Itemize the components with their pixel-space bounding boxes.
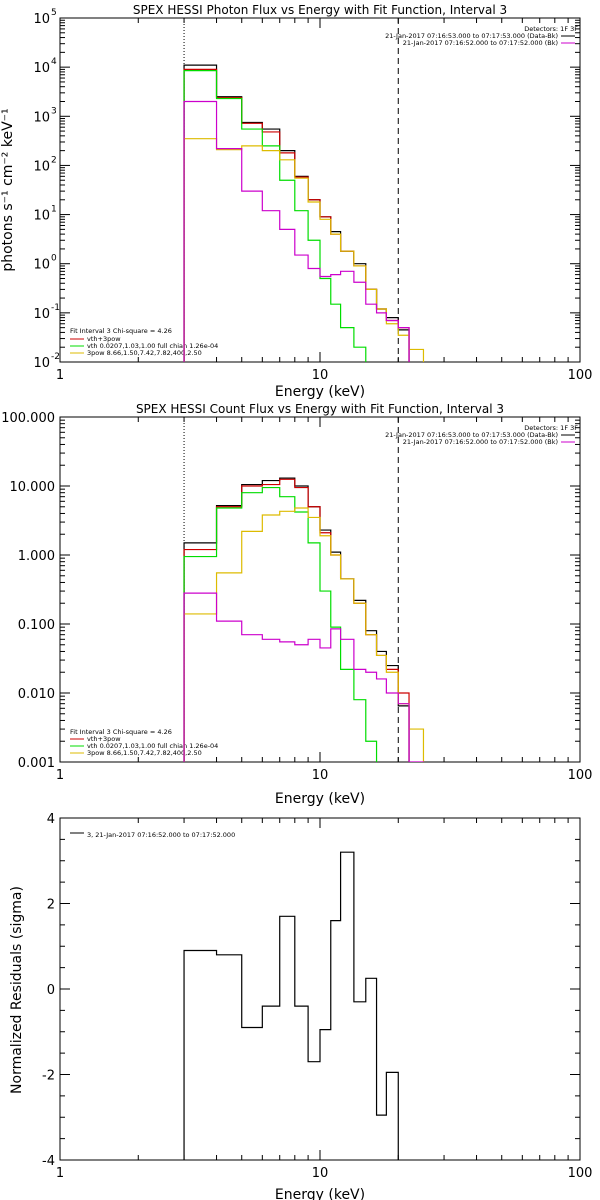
count-y-tick-label: 0.001	[18, 756, 55, 771]
photon-y-tick-exponent: 4	[51, 57, 57, 67]
photon-legend-label-3: 3pow 8.66,1.50,7.42,7.82,400,2.50	[87, 349, 202, 357]
residuals-y-ticks: -4 -2 0 2 4	[42, 812, 580, 1169]
photon-y-tick-label: 10	[33, 258, 50, 273]
photon-y-tick-label: 10	[33, 12, 50, 27]
photon-y-tick-label: 10	[33, 209, 50, 224]
photon-xlabel: Energy (keV)	[275, 384, 365, 400]
photon-plot-frame	[59, 17, 581, 363]
residuals-series-0	[183, 851, 399, 1160]
count-y-tick-label: 100.000	[1, 411, 55, 426]
count-detectors-label: Detectors: 1F 3F	[524, 424, 578, 432]
count-series-4	[183, 592, 425, 762]
photon-header-line-2: 21-Jan-2017 07:16:52.000 to 07:17:52.000…	[403, 39, 558, 47]
count-x-tick-label: 10	[312, 768, 329, 783]
photon-header-line-1: 21-Jan-2017 07:16:53.000 to 07:17:53.000…	[385, 32, 558, 40]
photon-y-tick-exponent: -1	[51, 303, 60, 313]
photon-x-tick-label: 100	[568, 368, 593, 383]
count-series-2	[183, 486, 378, 762]
count-header-line-2: 21-Jan-2017 07:16:52.000 to 07:17:52.000…	[403, 438, 558, 446]
count-y-tick-label: 1.000	[18, 549, 55, 564]
count-series-3	[183, 507, 425, 762]
photon-legend-title: Fit Interval 3 Chi-square = 4.26	[70, 327, 172, 335]
count-header-line-1: 21-Jan-2017 07:16:53.000 to 07:17:53.000…	[385, 431, 558, 439]
count-y-tick-label: 0.010	[18, 687, 55, 702]
residuals-plot-frame	[59, 817, 581, 1161]
photon-x-tick-label: 10	[312, 368, 329, 383]
residuals-x-ticks: 1 10 100	[56, 818, 593, 1181]
photon-y-tick-label: 10	[33, 159, 50, 174]
residuals-y-tick-label: 2	[47, 898, 55, 913]
count-xlabel: Energy (keV)	[275, 791, 365, 807]
count-series-0	[183, 477, 410, 762]
photon-series-1	[183, 68, 410, 362]
photon-legend-label-1: vth+3pow	[87, 335, 121, 343]
photon-y-tick-exponent: 0	[51, 254, 57, 264]
residuals-x-tick-label: 100	[568, 1166, 593, 1181]
count-legend-label-3: 3pow 8.66,1.50,7.42,7.82,400,2.50	[87, 749, 202, 757]
count-x-tick-label: 100	[568, 768, 593, 783]
residuals-legend-label: 3, 21-Jan-2017 07:16:52.000 to 07:17:52.…	[87, 831, 235, 839]
count-y-ticks: 0.001 0.010 0.100 1.000 10.000 100.000	[1, 411, 580, 771]
photon-flux-panel: SPEX HESSI Photon Flux vs Energy with Fi…	[0, 3, 592, 400]
photon-y-tick-exponent: -2	[51, 352, 60, 362]
photon-y-tick-label: 10	[33, 356, 50, 371]
photon-y-tick-exponent: 2	[51, 155, 57, 165]
photon-y-tick-exponent: 5	[51, 8, 57, 18]
residuals-y-tick-label: 0	[47, 983, 55, 998]
residuals-xlabel: Energy (keV)	[275, 1187, 365, 1200]
photon-series-4	[183, 100, 410, 362]
photon-series-0	[183, 64, 410, 362]
residuals-y-tick-label: 4	[47, 812, 55, 827]
count-y-tick-label: 10.000	[10, 480, 56, 495]
photon-detectors-label: Detectors: 1F 3F	[524, 25, 578, 33]
photon-series-3	[183, 138, 425, 362]
photon-y-tick-exponent: 1	[51, 205, 57, 215]
photon-y-tick-label: 10	[33, 307, 50, 322]
photon-series-2	[183, 70, 367, 362]
count-flux-title: SPEX HESSI Count Flux vs Energy with Fit…	[136, 402, 504, 416]
count-y-tick-label: 0.100	[18, 618, 55, 633]
residuals-panel: 3, 21-Jan-2017 07:16:52.000 to 07:17:52.…	[9, 812, 592, 1200]
photon-y-tick-label: 10	[33, 110, 50, 125]
photon-legend-label-2: vth 0.0207,1.03,1.00 full chian 1.26e-04	[87, 342, 218, 350]
photon-flux-title: SPEX HESSI Photon Flux vs Energy with Fi…	[133, 3, 507, 17]
count-x-tick-label: 1	[56, 768, 64, 783]
residuals-ylabel: Normalized Residuals (sigma)	[9, 886, 25, 1094]
photon-y-tick-label: 10	[33, 61, 50, 76]
residuals-x-tick-label: 10	[312, 1166, 329, 1181]
count-legend-title: Fit Interval 3 Chi-square = 4.26	[70, 728, 172, 736]
photon-y-tick-exponent: 3	[51, 106, 57, 116]
count-series-1	[183, 478, 410, 762]
photon-ylabel: photons s⁻¹ cm⁻² keV⁻¹	[0, 108, 16, 271]
residuals-y-tick-label: -4	[42, 1154, 55, 1169]
count-legend-label-1: vth+3pow	[87, 735, 121, 743]
photon-x-tick-label: 1	[56, 368, 64, 383]
count-legend-label-2: vth 0.0207,1.03,1.00 full chian 1.26e-04	[87, 742, 218, 750]
count-flux-panel: SPEX HESSI Count Flux vs Energy with Fit…	[1, 402, 592, 807]
residuals-x-tick-label: 1	[56, 1166, 64, 1181]
residuals-y-tick-label: -2	[42, 1069, 55, 1084]
